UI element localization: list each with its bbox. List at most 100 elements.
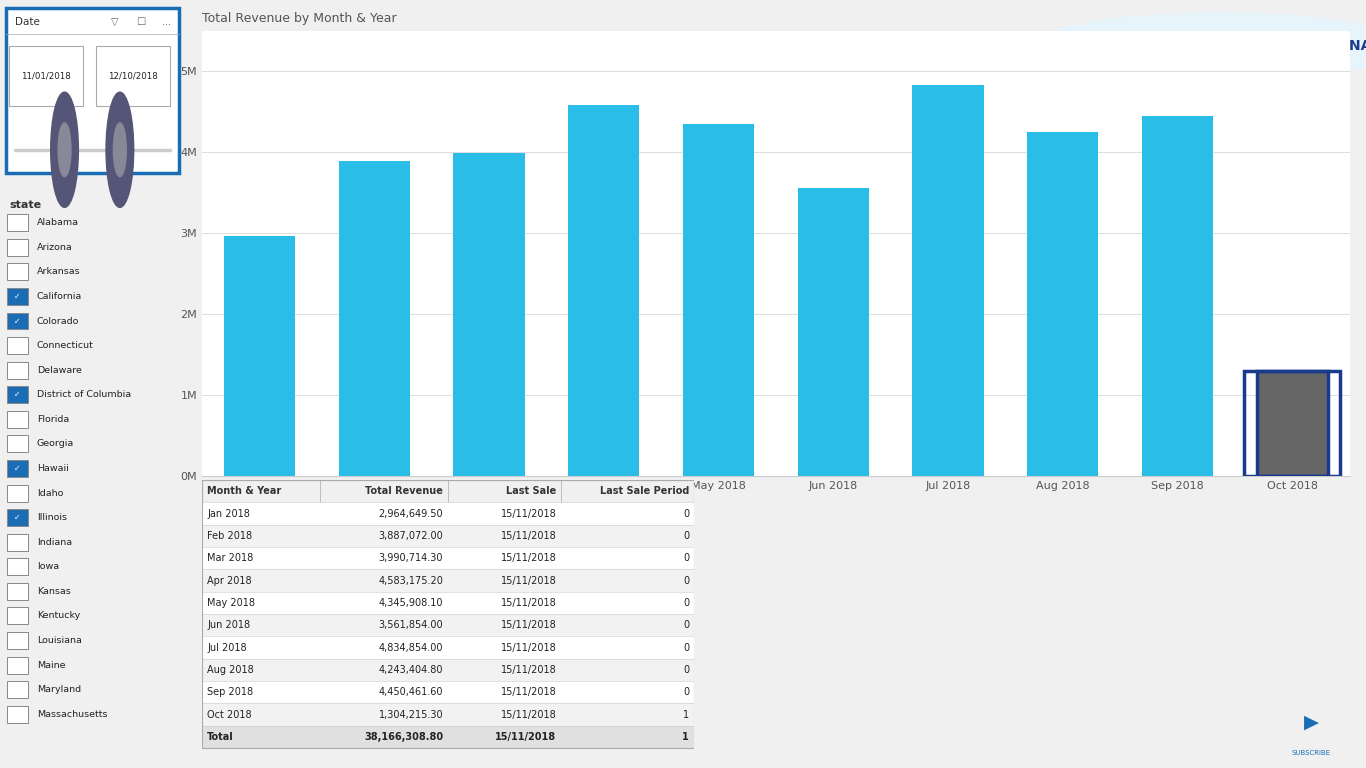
Text: ✓: ✓: [14, 464, 20, 473]
FancyBboxPatch shape: [7, 657, 27, 674]
FancyBboxPatch shape: [7, 313, 27, 329]
Text: 15/11/2018: 15/11/2018: [500, 687, 556, 697]
FancyBboxPatch shape: [10, 46, 83, 106]
Text: Arkansas: Arkansas: [37, 267, 81, 276]
FancyBboxPatch shape: [7, 583, 27, 600]
FancyBboxPatch shape: [7, 214, 27, 231]
Text: Hawaii: Hawaii: [37, 464, 68, 473]
FancyBboxPatch shape: [7, 485, 27, 502]
FancyBboxPatch shape: [7, 534, 27, 551]
Text: 15/11/2018: 15/11/2018: [500, 575, 556, 585]
FancyBboxPatch shape: [7, 607, 27, 624]
Text: California: California: [37, 292, 82, 301]
FancyBboxPatch shape: [7, 681, 27, 698]
Text: Delaware: Delaware: [37, 366, 82, 375]
Text: 0: 0: [683, 643, 688, 653]
Text: Sep 2018: Sep 2018: [208, 687, 253, 697]
Text: 0: 0: [683, 598, 688, 608]
Text: Total Revenue: Total Revenue: [365, 486, 443, 496]
FancyBboxPatch shape: [7, 362, 27, 379]
FancyBboxPatch shape: [202, 480, 694, 502]
Text: Mar 2018: Mar 2018: [208, 553, 253, 563]
Text: Jan 2018: Jan 2018: [208, 508, 250, 518]
FancyBboxPatch shape: [96, 46, 169, 106]
Text: Last Sale: Last Sale: [505, 486, 556, 496]
Text: ✓: ✓: [14, 513, 20, 522]
FancyBboxPatch shape: [7, 509, 27, 526]
FancyBboxPatch shape: [202, 569, 694, 591]
Text: Kentucky: Kentucky: [37, 611, 81, 621]
Text: ✓: ✓: [14, 292, 20, 301]
Text: 3,990,714.30: 3,990,714.30: [378, 553, 443, 563]
Text: Total Revenue by Month & Year: Total Revenue by Month & Year: [202, 12, 396, 25]
FancyBboxPatch shape: [7, 706, 27, 723]
Bar: [339, 161, 410, 476]
Bar: [1027, 133, 1098, 476]
FancyBboxPatch shape: [7, 263, 27, 280]
Text: ✓: ✓: [14, 390, 20, 399]
Bar: [1142, 116, 1213, 476]
Bar: [568, 105, 639, 476]
Text: District of Columbia: District of Columbia: [37, 390, 131, 399]
Text: ...: ...: [163, 17, 171, 27]
Text: 1: 1: [682, 732, 688, 742]
Text: 15/11/2018: 15/11/2018: [500, 598, 556, 608]
Text: Idaho: Idaho: [37, 488, 63, 498]
Text: Aug 2018: Aug 2018: [208, 665, 254, 675]
Text: 0: 0: [683, 508, 688, 518]
Text: SUBSCRIBE: SUBSCRIBE: [1292, 750, 1330, 756]
Text: 3,561,854.00: 3,561,854.00: [378, 621, 443, 631]
FancyBboxPatch shape: [202, 547, 694, 569]
Text: 15/11/2018: 15/11/2018: [500, 508, 556, 518]
FancyBboxPatch shape: [202, 659, 694, 681]
Bar: [1257, 370, 1328, 476]
Text: 12/10/2018: 12/10/2018: [108, 71, 157, 81]
Text: 0: 0: [683, 665, 688, 675]
FancyBboxPatch shape: [7, 435, 27, 452]
FancyBboxPatch shape: [7, 411, 27, 428]
Text: 4,834,854.00: 4,834,854.00: [378, 643, 443, 653]
Text: Iowa: Iowa: [37, 562, 59, 571]
Text: Last Sale Period: Last Sale Period: [600, 486, 688, 496]
FancyBboxPatch shape: [7, 386, 27, 403]
Text: Louisiana: Louisiana: [37, 636, 82, 645]
Bar: [683, 124, 754, 476]
Text: ▽: ▽: [111, 17, 117, 27]
Text: May 2018: May 2018: [208, 598, 255, 608]
Text: Alabama: Alabama: [37, 218, 79, 227]
FancyBboxPatch shape: [202, 681, 694, 703]
FancyBboxPatch shape: [202, 525, 694, 547]
Text: 4,583,175.20: 4,583,175.20: [378, 575, 443, 585]
Text: Illinois: Illinois: [37, 513, 67, 522]
Text: 2,964,649.50: 2,964,649.50: [378, 508, 443, 518]
Text: 0: 0: [683, 553, 688, 563]
FancyBboxPatch shape: [202, 502, 694, 525]
Text: 4,345,908.10: 4,345,908.10: [378, 598, 443, 608]
Text: Maine: Maine: [37, 660, 66, 670]
Text: 🧬: 🧬: [1216, 37, 1225, 55]
FancyBboxPatch shape: [7, 632, 27, 649]
Text: 15/11/2018: 15/11/2018: [500, 531, 556, 541]
Text: Total: Total: [208, 732, 234, 742]
Bar: [454, 153, 525, 476]
Text: Jun 2018: Jun 2018: [208, 621, 250, 631]
Text: 1: 1: [683, 710, 688, 720]
Text: 15/11/2018: 15/11/2018: [500, 665, 556, 675]
FancyBboxPatch shape: [202, 614, 694, 637]
Text: 3,887,072.00: 3,887,072.00: [378, 531, 443, 541]
Bar: [912, 84, 984, 476]
Text: 0: 0: [683, 531, 688, 541]
Text: Massachusetts: Massachusetts: [37, 710, 108, 719]
FancyBboxPatch shape: [7, 239, 27, 256]
Text: ☐: ☐: [137, 17, 146, 27]
Text: Feb 2018: Feb 2018: [208, 531, 253, 541]
FancyBboxPatch shape: [7, 460, 27, 477]
FancyBboxPatch shape: [7, 558, 27, 575]
Text: 15/11/2018: 15/11/2018: [500, 621, 556, 631]
Text: Oct 2018: Oct 2018: [208, 710, 251, 720]
Text: ▶: ▶: [1305, 713, 1318, 731]
Text: 15/11/2018: 15/11/2018: [500, 710, 556, 720]
Text: Date: Date: [15, 17, 40, 27]
Text: Month & Year: Month & Year: [208, 486, 281, 496]
FancyBboxPatch shape: [7, 288, 27, 305]
